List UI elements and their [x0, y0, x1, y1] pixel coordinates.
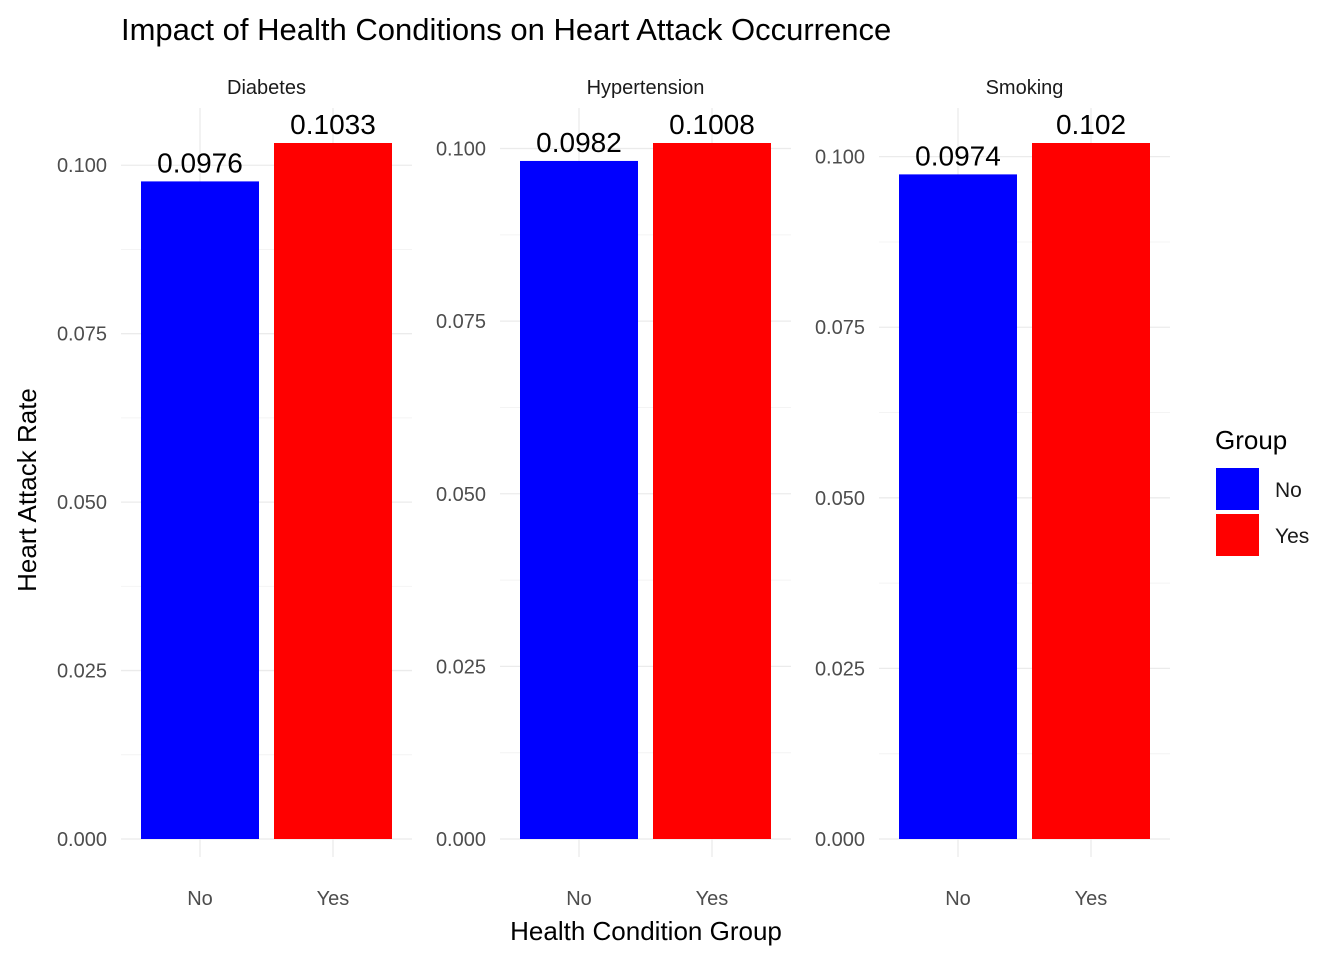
bar-smoking-no: [899, 174, 1017, 839]
bar-value-label: 0.0976: [157, 147, 243, 178]
x-axis-title: Health Condition Group: [510, 916, 782, 946]
y-tick-label: 0.025: [815, 658, 865, 680]
chart-panels: 0.000 0.025 0.050 0.075 0.100 Diabetes 0.0976 N…: [57, 77, 1170, 910]
legend-label: No: [1275, 479, 1302, 502]
y-tick-label: 0.025: [436, 656, 486, 678]
x-tick-label: No: [187, 888, 213, 910]
x-tick-label: Yes: [696, 888, 729, 910]
legend-title: Group: [1215, 425, 1287, 455]
y-tick-label: 0.075: [815, 317, 865, 339]
y-tick-label: 0.025: [57, 661, 107, 683]
chart-title: Impact of Health Conditions on Heart Att…: [121, 12, 891, 47]
panel-smoking: 0.000 0.025 0.050 0.075 0.100 Smoking 0.0974 No…: [815, 77, 1170, 910]
bar-diabetes-no: [141, 181, 259, 839]
y-tick-label: 0.075: [57, 324, 107, 346]
y-axis-title: Heart Attack Rate: [12, 388, 42, 592]
bar-smoking-yes: [1032, 143, 1150, 839]
legend-key-yes: [1216, 514, 1259, 556]
bar-diabetes-yes: [274, 143, 392, 839]
legend: Group No Yes: [1215, 425, 1309, 556]
y-tick-label: 0.050: [57, 492, 107, 514]
legend-entries: No Yes: [1216, 468, 1309, 556]
y-tick-label: 0.075: [436, 311, 486, 333]
y-tick-label: 0.000: [57, 829, 107, 851]
legend-key-no: [1216, 468, 1259, 510]
bar-value-label: 0.1008: [669, 109, 755, 140]
panel-diabetes: 0.000 0.025 0.050 0.075 0.100 Diabetes 0.0976 N…: [57, 77, 412, 910]
bar-value-label: 0.0974: [915, 140, 1001, 171]
x-tick-label: Yes: [317, 888, 350, 910]
y-tick-label: 0.100: [57, 155, 107, 177]
panel-hypertension: 0.000 0.025 0.050 0.075 0.100 Hypertension 0.0…: [436, 77, 791, 910]
facet-label-hypertension: Hypertension: [587, 77, 705, 99]
y-tick-label: 0.050: [436, 484, 486, 506]
y-tick-label: 0.000: [815, 829, 865, 851]
facet-label-smoking: Smoking: [986, 77, 1064, 99]
y-tick-label: 0.100: [436, 139, 486, 161]
y-tick-label: 0.050: [815, 488, 865, 510]
bar-value-label: 0.0982: [536, 127, 622, 158]
x-tick-label: No: [566, 888, 592, 910]
facet-label-diabetes: Diabetes: [227, 77, 306, 99]
bar-value-label: 0.1033: [290, 109, 376, 140]
y-tick-label: 0.000: [436, 829, 486, 851]
bar-hypertension-no: [520, 160, 638, 839]
x-tick-label: Yes: [1075, 888, 1108, 910]
y-tick-label: 0.100: [815, 147, 865, 169]
bar-hypertension-yes: [653, 143, 771, 839]
legend-label: Yes: [1275, 525, 1309, 548]
x-tick-label: No: [945, 888, 971, 910]
bar-value-label: 0.102: [1056, 109, 1126, 140]
